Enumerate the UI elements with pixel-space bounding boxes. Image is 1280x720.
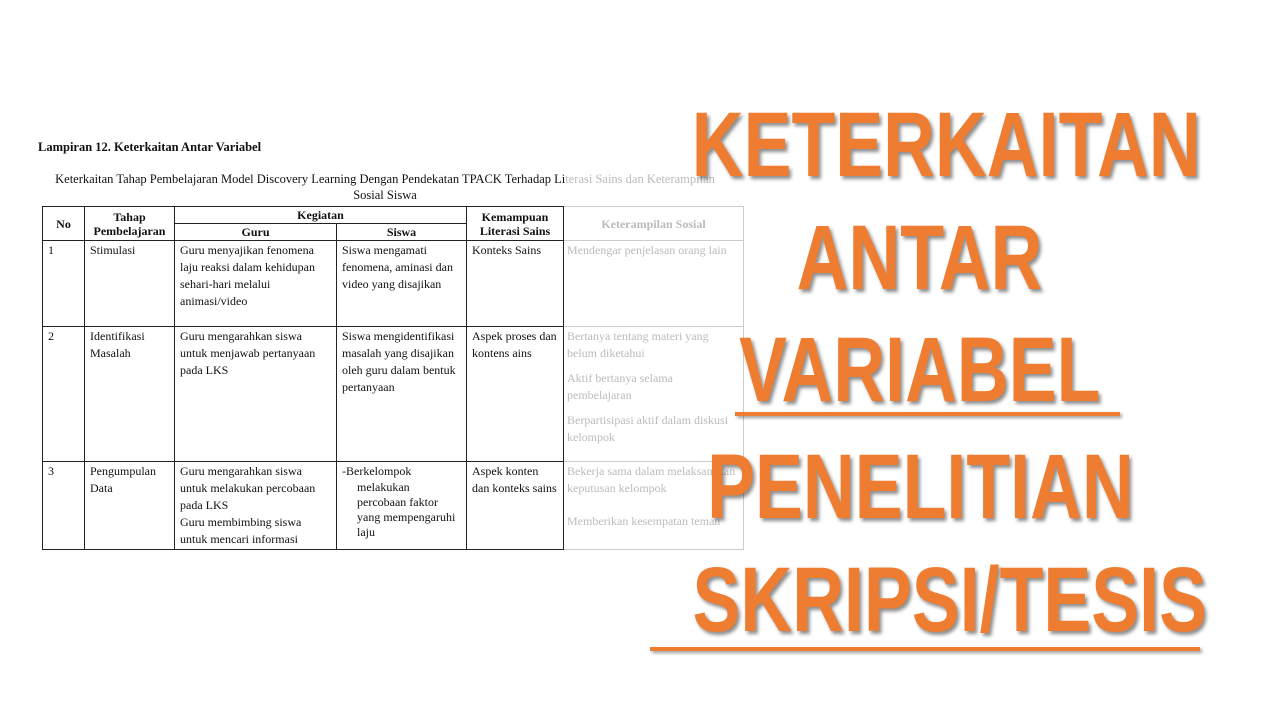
underline-skripsi (650, 647, 1200, 651)
sosial-item: Aktif bertanya selama pembelajaran (567, 371, 673, 402)
sosial-item: Mendengar penjelasan orang lain (567, 243, 727, 257)
table-caption: Keterkaitan Tahap Pembelajaran Model Dis… (40, 171, 730, 203)
cell-literasi: Konteks Sains (466, 240, 564, 327)
overlay-text: SKRIPSI/TESIS (692, 549, 1207, 651)
overlay-text: ANTAR (797, 207, 1043, 309)
caption-main: Keterkaitan Tahap Pembelajaran Model Dis… (55, 172, 566, 186)
cell-siswa: Siswa mengamati fenomena, aminasi dan vi… (336, 240, 467, 327)
cell-sosial: Bekerja sama dalam melaksanakan keputusa… (563, 461, 744, 550)
table-row: 3 Pengumpulan Data Guru mengarahkan sisw… (42, 461, 744, 550)
table-row: 1 Stimulasi Guru menyajikan fenomena laj… (42, 240, 744, 327)
cell-no: 3 (42, 461, 85, 550)
overlay-line-1: KETERKAITAN (620, 95, 1220, 195)
overlay-text: PENELITIAN (706, 436, 1134, 538)
cell-no: 1 (42, 240, 85, 327)
overlay-text: VARIABEL (739, 319, 1101, 421)
underline-variabel (735, 412, 1120, 416)
siswa-lead: -Berkelompok (342, 464, 412, 478)
overlay-text: KETERKAITAN (691, 94, 1201, 196)
cell-guru: Guru mengarahkan siswa untuk melakukan p… (174, 461, 337, 550)
header-literasi: Kemampuan Literasi Sains (466, 206, 564, 241)
siswa-item: melakukan percobaan faktor yang mempenga… (357, 480, 456, 539)
cell-siswa: Siswa mengidentifikasi masalah yang disa… (336, 326, 467, 462)
cell-literasi: Aspek konten dan konteks sains (466, 461, 564, 550)
guru-item: Guru membimbing siswa untuk mencari info… (180, 515, 302, 546)
overlay-line-2: ANTAR (620, 208, 1220, 308)
header-kegiatan: Kegiatan (174, 206, 467, 224)
header-no: No (42, 206, 85, 241)
table-row: 2 Identifikasi Masalah Guru mengarahkan … (42, 326, 744, 462)
caption-faded: terasi Sains dan Keterampilan (565, 172, 715, 186)
variable-table: No Tahap Pembelajaran Kegiatan Kemampuan… (42, 206, 744, 550)
header-tahap: Tahap Pembelajaran (84, 206, 175, 241)
cell-no: 2 (42, 326, 85, 462)
guru-item: Guru mengarahkan siswa untuk melakukan p… (180, 464, 316, 512)
sosial-item: Berpartisipasi aktif dalam diskusi kelom… (567, 413, 728, 444)
cell-tahap: Pengumpulan Data (84, 461, 175, 550)
caption-line2: Sosial Siswa (353, 188, 417, 202)
cell-sosial: Bertanya tentang materi yang belum diket… (563, 326, 744, 462)
cell-tahap: Identifikasi Masalah (84, 326, 175, 462)
overlay-line-4: PENELITIAN (620, 437, 1220, 537)
overlay-line-3: VARIABEL (620, 320, 1220, 420)
header-sosial: Keterampilan Sosial (563, 206, 744, 241)
overlay-line-5: SKRIPSI/TESIS (620, 550, 1220, 650)
header-guru: Guru (174, 223, 337, 241)
sosial-item: Bertanya tentang materi yang belum diket… (567, 329, 709, 360)
sosial-item: Bekerja sama dalam melaksanakan keputusa… (567, 464, 736, 495)
header-siswa: Siswa (336, 223, 467, 241)
cell-tahap: Stimulasi (84, 240, 175, 327)
cell-literasi: Aspek proses dan kontens ains (466, 326, 564, 462)
cell-guru: Guru mengarahkan siswa untuk menjawab pe… (174, 326, 337, 462)
cell-guru: Guru menyajikan fenomena laju reaksi dal… (174, 240, 337, 327)
document-heading: Lampiran 12. Keterkaitan Antar Variabel (38, 140, 262, 154)
cell-siswa: -Berkelompok melakukan percobaan faktor y… (336, 461, 467, 550)
sosial-item: Memberikan kesempatan teman (567, 514, 721, 528)
